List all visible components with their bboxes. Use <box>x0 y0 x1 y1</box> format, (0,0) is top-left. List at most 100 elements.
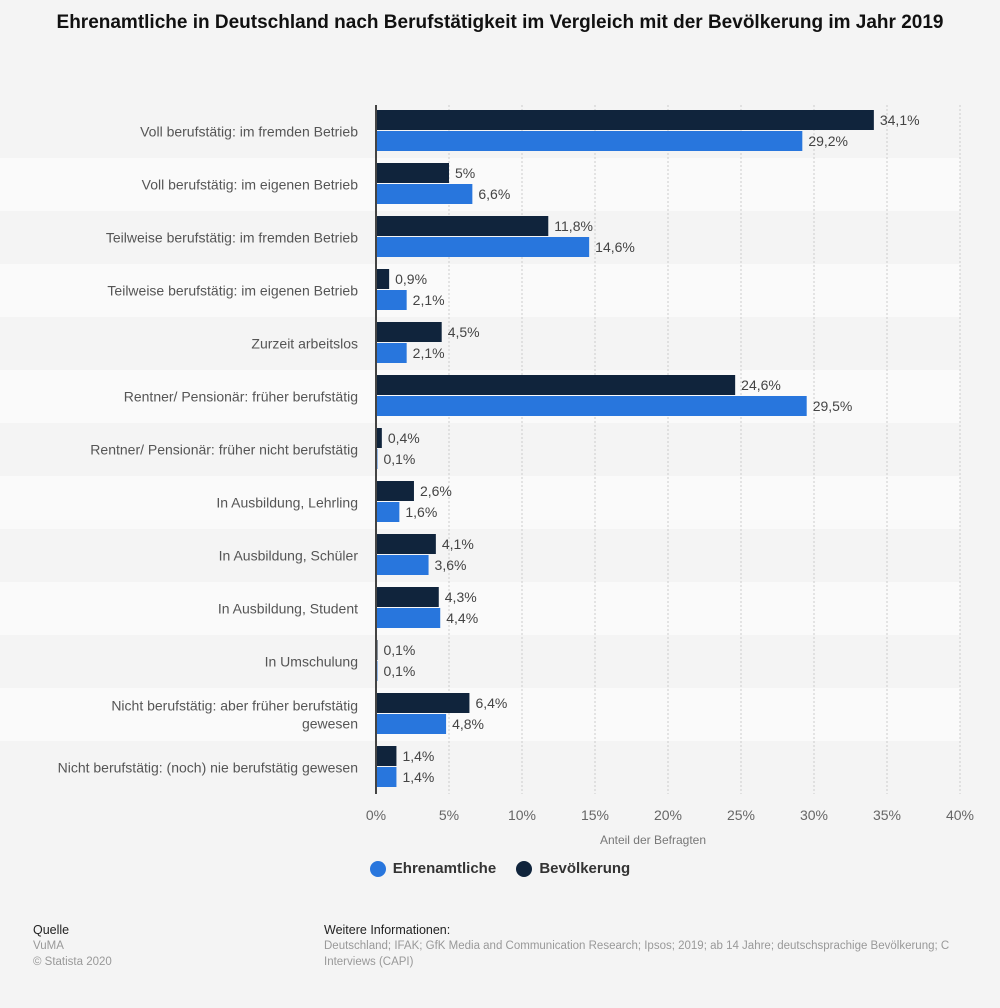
bar-ehrenamtliche <box>376 237 590 257</box>
data-label: 4,4% <box>446 610 478 626</box>
x-tick-label: 20% <box>654 807 682 823</box>
bar-bevoelkerung <box>376 269 390 289</box>
category-label: Nicht berufstätig: (noch) nie berufstäti… <box>58 760 358 776</box>
bar-bevoelkerung <box>376 216 549 236</box>
info-heading: Weitere Informationen: <box>324 923 451 937</box>
x-tick-label: 5% <box>439 807 459 823</box>
data-label: 24,6% <box>741 377 781 393</box>
info-block: Weitere Informationen: Deutschland; IFAK… <box>324 922 949 970</box>
bar-ehrenamtliche <box>376 555 429 575</box>
category-label: Nicht berufstätig: aber früher berufstät… <box>111 698 358 714</box>
data-label: 4,8% <box>452 716 484 732</box>
category-label: gewesen <box>302 716 358 732</box>
bar-bevoelkerung <box>376 481 414 501</box>
data-label: 2,1% <box>413 292 445 308</box>
x-tick-label: 10% <box>508 807 536 823</box>
category-label: Voll berufstätig: im fremden Betrieb <box>140 124 358 140</box>
data-label: 29,5% <box>813 398 853 414</box>
row-band <box>0 529 960 582</box>
bar-ehrenamtliche <box>376 608 441 628</box>
data-label: 3,6% <box>435 557 467 573</box>
bar-bevoelkerung <box>376 322 442 342</box>
chart-title: Ehrenamtliche in Deutschland nach Berufs… <box>56 12 944 33</box>
legend-item-ehrenamtliche[interactable]: Ehrenamtliche <box>369 860 497 877</box>
data-label: 0,1% <box>383 663 415 679</box>
x-tick-label: 30% <box>800 807 828 823</box>
data-label: 6,4% <box>475 695 507 711</box>
bar-bevoelkerung <box>376 693 470 713</box>
category-label: Rentner/ Pensionär: früher nicht berufst… <box>90 442 358 458</box>
bar-bevoelkerung <box>376 746 397 766</box>
source-text[interactable]: VuMA <box>33 940 64 952</box>
row-band <box>0 476 960 529</box>
legend-marker <box>516 860 533 877</box>
legend: Ehrenamtliche Bevölkerung <box>0 860 1000 881</box>
bar-bevoelkerung <box>376 375 736 395</box>
bar-bevoelkerung <box>376 163 449 183</box>
category-label: Zurzeit arbeitslos <box>251 336 358 352</box>
x-tick-label: 40% <box>946 807 974 823</box>
category-label: Teilweise berufstätig: im fremden Betrie… <box>106 230 358 246</box>
bar-ehrenamtliche <box>376 396 807 416</box>
legend-marker <box>369 860 386 877</box>
category-label: In Umschulung <box>265 654 358 670</box>
row-band <box>0 688 960 741</box>
legend-label: Bevölkerung <box>539 860 631 877</box>
data-label: 0,9% <box>395 271 427 287</box>
data-label: 29,2% <box>808 133 848 149</box>
data-label: 6,6% <box>478 186 510 202</box>
data-label: 0,4% <box>388 430 420 446</box>
x-axis-label: Anteil der Befragten <box>600 833 706 847</box>
source-heading: Quelle <box>33 923 70 937</box>
bar-bevoelkerung <box>376 428 382 448</box>
bar-ehrenamtliche <box>376 184 473 204</box>
data-label: 1,6% <box>405 504 437 520</box>
row-band <box>0 582 960 635</box>
row-band <box>0 317 960 370</box>
row-band <box>0 423 960 476</box>
bar-ehrenamtliche <box>376 502 400 522</box>
data-label: 14,6% <box>595 239 635 255</box>
category-label: Rentner/ Pensionär: früher berufstätig <box>124 389 358 405</box>
data-label: 2,1% <box>413 345 445 361</box>
bar-ehrenamtliche <box>376 290 407 310</box>
legend-item-bevoelkerung[interactable]: Bevölkerung <box>516 860 630 877</box>
x-tick-label: 0% <box>366 807 386 823</box>
bar-chart: 0% 5% 10% 15% 20% 25% 30% 35% 40% Anteil der Befr… <box>0 105 975 847</box>
data-label: 0,1% <box>383 451 415 467</box>
info-text: Deutschland; IFAK; GfK Media and Communi… <box>324 940 950 952</box>
data-label: 2,6% <box>420 483 452 499</box>
bar-ehrenamtliche <box>376 714 447 734</box>
copyright: © Statista 2020 <box>33 956 112 968</box>
row-band <box>0 741 960 794</box>
source-block: Quelle VuMA © Statista 2020 <box>33 922 112 970</box>
data-label: 34,1% <box>880 112 920 128</box>
data-label: 1,4% <box>402 748 434 764</box>
legend-label: Ehrenamtliche <box>392 860 497 877</box>
row-band <box>0 158 960 211</box>
bar-ehrenamtliche <box>376 131 803 151</box>
bar-bevoelkerung <box>376 534 436 554</box>
data-label: 4,5% <box>448 324 480 340</box>
bar-bevoelkerung <box>376 110 874 130</box>
category-label: Teilweise berufstätig: im eigenen Betrie… <box>107 283 358 299</box>
bar-ehrenamtliche <box>376 343 407 363</box>
data-label: 0,1% <box>383 642 415 658</box>
category-label: In Ausbildung, Schüler <box>219 548 359 564</box>
data-label: 5% <box>455 165 475 181</box>
row-band <box>0 635 960 688</box>
bar-bevoelkerung <box>376 587 439 607</box>
category-label: In Ausbildung, Lehrling <box>216 495 358 511</box>
data-label: 11,8% <box>554 218 593 234</box>
data-label: 1,4% <box>402 769 434 785</box>
info-text-cont: Interviews (CAPI) <box>324 956 414 968</box>
data-label: 4,3% <box>445 589 477 605</box>
x-tick-label: 25% <box>727 807 755 823</box>
category-label: In Ausbildung, Student <box>218 601 358 617</box>
category-label: Voll berufstätig: im eigenen Betrieb <box>142 177 359 193</box>
row-band <box>0 264 960 317</box>
x-tick-label: 35% <box>873 807 901 823</box>
data-label: 4,1% <box>442 536 474 552</box>
bar-ehrenamtliche <box>376 767 397 787</box>
